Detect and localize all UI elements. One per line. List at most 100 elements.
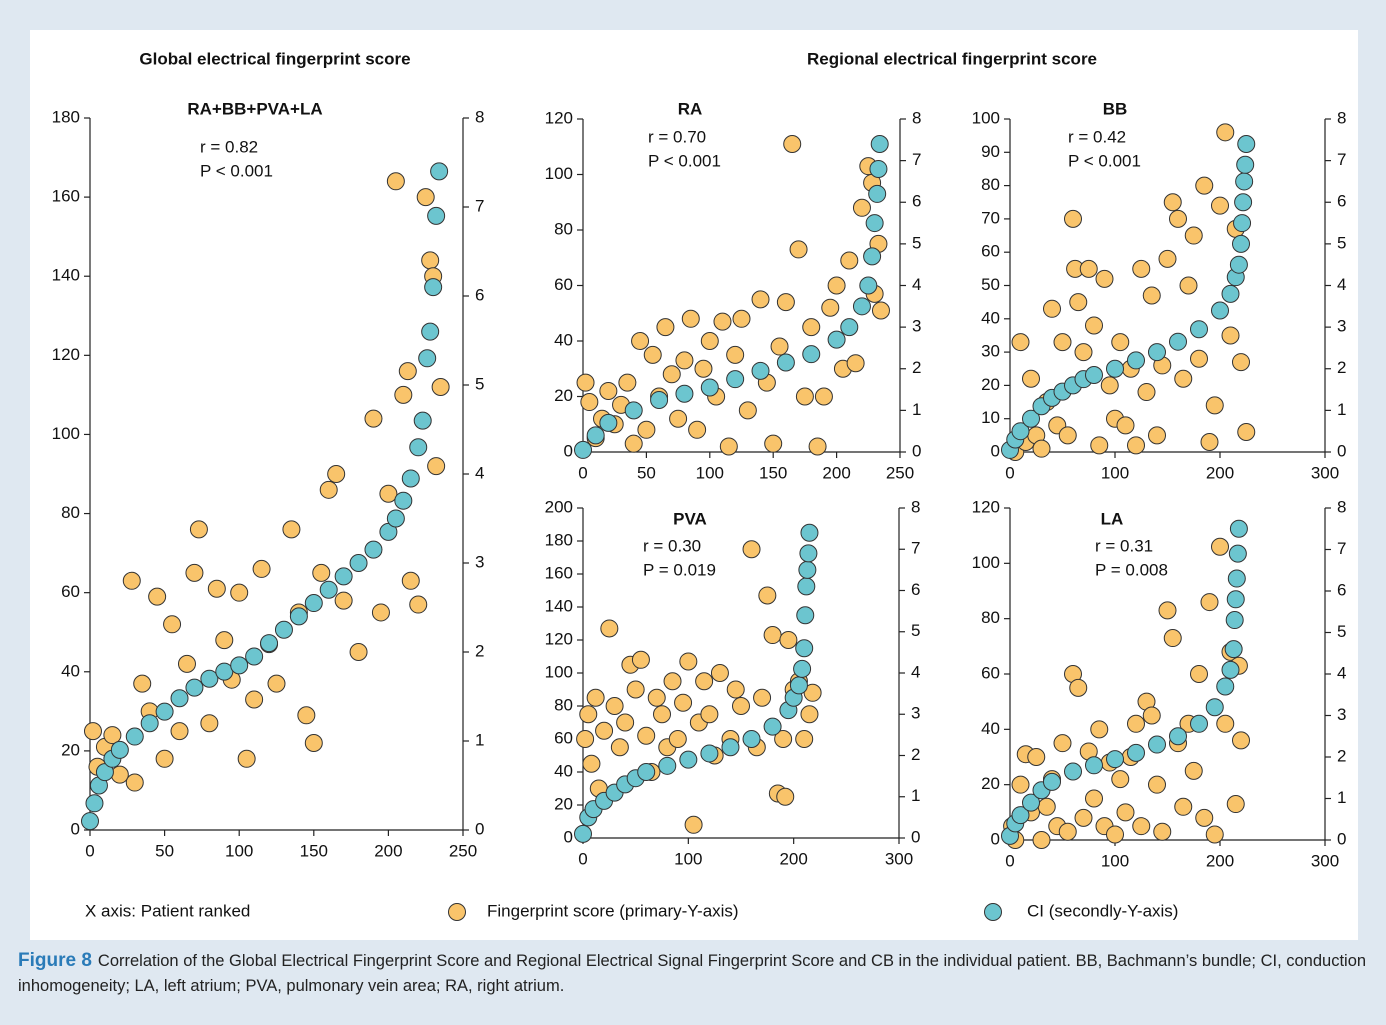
point [85,794,104,813]
point [751,290,770,309]
point [83,722,102,741]
point [1111,333,1130,352]
point [155,702,174,721]
point [580,393,599,412]
point [1216,714,1235,733]
point [770,337,789,356]
panel [30,30,1358,940]
point [574,824,592,843]
x-tick-label: 250 [449,841,477,860]
point [1205,825,1224,844]
point [282,520,301,539]
y-tick-label: 100 [545,662,573,681]
point [626,680,645,699]
caption: Figure 8 Correlation of the Global Electr… [18,948,1368,999]
y2-tick-label: 0 [911,827,920,846]
y2-tick-label: 4 [911,662,920,681]
point [576,373,595,392]
point [148,587,167,606]
point [1106,750,1124,769]
y-tick-label: 100 [545,164,573,183]
point [647,688,666,707]
y2-tick-label: 4 [475,463,484,482]
point [700,332,719,350]
stat-label: r = 0.30 [643,536,701,555]
point [1022,369,1040,388]
point [1090,720,1109,739]
point [1169,209,1187,228]
x-tick-label: 100 [1101,851,1129,870]
x-tick-label: 200 [779,849,807,868]
x-tick-label: 200 [1206,851,1234,870]
y-tick-label: 40 [981,719,1000,738]
point [764,434,783,453]
x-axis-note: X axis: Patient ranked [85,901,250,920]
point [726,345,745,364]
point [1184,761,1203,780]
point [319,480,338,499]
point [409,595,428,614]
y-tick-label: 80 [981,608,1000,627]
point [1174,369,1193,388]
y-tick-label: 60 [981,663,1000,682]
point [869,159,888,178]
y-tick-label: 50 [981,275,1000,294]
point [1174,797,1193,816]
point [1225,611,1244,630]
y2-tick-label: 8 [1337,108,1346,127]
point [1142,286,1161,305]
point [1195,808,1214,827]
y2-tick-label: 7 [475,196,484,215]
point [710,664,729,682]
legend-marker [448,903,466,921]
point [852,198,871,217]
point [103,726,122,745]
x-tick-label: 150 [759,463,787,482]
point [1011,806,1030,825]
point [289,607,308,626]
point [1179,276,1198,295]
y-tick-label: 20 [554,386,573,405]
x-tick-label: 0 [1005,463,1014,482]
point [679,652,698,671]
y-tick-label: 180 [545,530,573,549]
point [1027,748,1046,766]
point [681,309,700,328]
point [576,730,595,748]
y2-tick-label: 7 [1337,539,1346,558]
y2-tick-label: 2 [475,641,484,660]
heading: Global electrical fingerprint score [139,49,410,68]
point [1053,333,1072,352]
point [371,603,390,622]
point [1074,343,1093,362]
point [1127,351,1145,370]
point [1148,775,1166,794]
point [1232,353,1250,372]
point [1216,123,1235,142]
y2-tick-label: 0 [1337,441,1346,460]
point [185,563,204,582]
y2-tick-label: 7 [911,539,920,558]
y2-tick-label: 6 [475,285,484,304]
point [349,643,368,661]
point [774,730,793,748]
point [155,749,174,768]
point [776,293,795,312]
x-tick-label: 100 [1101,463,1129,482]
point [808,437,827,456]
y2-tick-label: 7 [1337,150,1346,169]
y2-tick-label: 8 [911,497,920,516]
y-tick-label: 120 [545,629,573,648]
point [1226,590,1245,609]
stat-label: r = 0.70 [648,127,706,146]
point [1132,817,1151,836]
point [814,387,833,406]
point [624,401,643,420]
point [1205,396,1224,415]
point [821,298,840,317]
y-tick-label: 80 [554,695,573,714]
point [1090,436,1109,455]
point [688,420,707,439]
point [599,381,618,400]
point [140,714,159,733]
